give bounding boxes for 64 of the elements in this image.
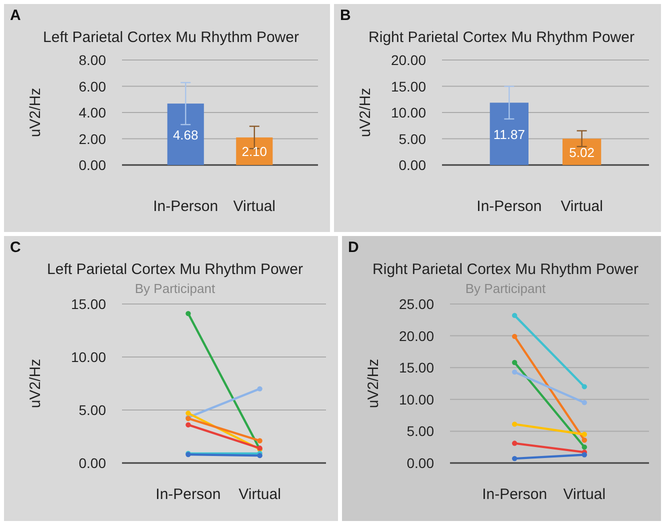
- text: A: [10, 7, 21, 24]
- text: D: [348, 239, 359, 256]
- y-tick-label: 8.00: [78, 52, 106, 68]
- point: [582, 432, 588, 437]
- chart-title: Left Parietal Cortex Mu Rhythm Power: [47, 261, 303, 278]
- chart-subtitle: By Participant: [465, 281, 546, 296]
- point: [186, 310, 191, 316]
- y-tick-label: 5.00: [406, 423, 434, 440]
- y-axis-title: uV2/Hz: [27, 88, 44, 138]
- x-tick-label: In-Person: [153, 198, 218, 215]
- x-tick-label: Virtual: [233, 198, 276, 215]
- chart-title: Left Parietal Cortex Mu Rhythm Power: [43, 29, 299, 46]
- chart-title: Right Parietal Cortex Mu Rhythm Power: [368, 29, 634, 46]
- y-tick-label: 2.00: [78, 130, 106, 147]
- data-label: 2.10: [242, 144, 268, 160]
- y-tick-label: 25.00: [398, 296, 434, 312]
- x-tick-label: Virtual: [563, 486, 606, 503]
- x-tick-label: In-Person: [476, 198, 542, 215]
- y-tick-label: 0.00: [398, 157, 426, 173]
- point: [257, 386, 262, 392]
- point: [512, 456, 518, 462]
- data-label: 5.02: [569, 144, 594, 160]
- point: [512, 312, 518, 318]
- y-tick-label: 4.00: [78, 104, 106, 120]
- y-tick-label: 15.00: [398, 360, 434, 376]
- y-tick-label: 15.00: [70, 296, 106, 312]
- y-axis-title: uV2/Hz: [357, 88, 374, 138]
- point: [582, 400, 588, 406]
- y-tick-label: 0.00: [406, 455, 434, 471]
- y-axis-title: uV2/Hz: [27, 358, 44, 408]
- x-tick-label: Virtual: [238, 486, 281, 503]
- x-tick-label: In-Person: [482, 486, 548, 503]
- point: [257, 438, 262, 444]
- text: C: [10, 239, 21, 256]
- y-axis-title: uV2/Hz: [365, 358, 382, 408]
- y-tick-label: 5.00: [78, 402, 106, 418]
- chart-title: Right Parietal Cortex Mu Rhythm Power: [372, 261, 638, 278]
- point: [512, 360, 518, 366]
- y-tick-label: 10.00: [70, 349, 106, 365]
- data-label: 4.68: [172, 127, 198, 142]
- y-tick-label: 15.00: [390, 78, 426, 94]
- point: [582, 438, 588, 443]
- chart-subtitle: By Participant: [134, 281, 216, 296]
- point: [186, 410, 191, 416]
- point: [512, 440, 518, 446]
- point: [512, 334, 518, 340]
- y-tick-label: 10.00: [390, 104, 426, 120]
- y-tick-label: 20.00: [390, 52, 426, 68]
- text: B: [340, 7, 351, 24]
- x-tick-label: Virtual: [560, 198, 603, 215]
- point: [582, 444, 588, 450]
- y-tick-label: 20.00: [398, 328, 434, 344]
- y-tick-label: 5.00: [398, 130, 426, 147]
- data-label: 11.87: [493, 126, 525, 142]
- y-tick-label: 0.00: [78, 157, 106, 173]
- point: [186, 422, 191, 428]
- y-tick-label: 6.00: [78, 78, 106, 94]
- y-tick-label: 0.00: [78, 455, 106, 471]
- x-tick-label: In-Person: [156, 486, 221, 503]
- point: [582, 384, 588, 390]
- y-tick-label: 10.00: [398, 391, 434, 408]
- point: [512, 369, 518, 375]
- point: [582, 452, 588, 458]
- point: [512, 422, 518, 427]
